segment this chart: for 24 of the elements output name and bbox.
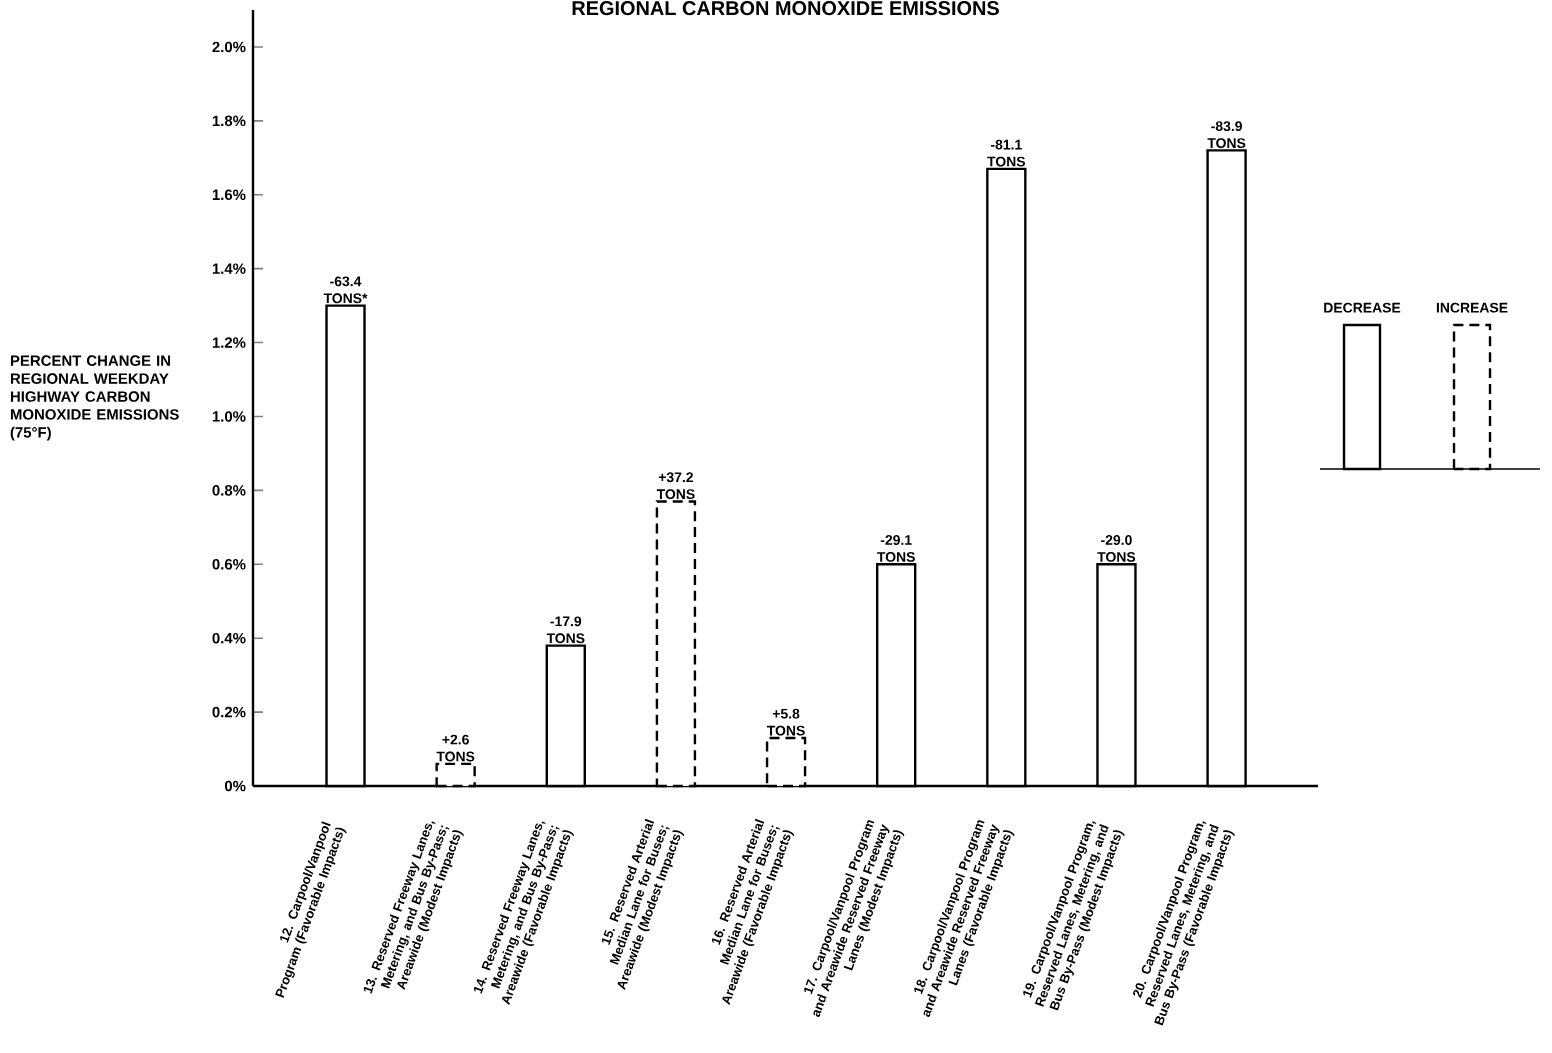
y-tick-label: 1.0% [212, 411, 246, 422]
annotation: -29.1 TONS [877, 535, 915, 562]
chart-title: REGIONAL CARBON MONOXIDE EMISSIONS [572, 1, 999, 16]
y-tick-label: 1.2% [212, 337, 246, 348]
y-tick-label: 1.8% [212, 115, 246, 127]
y-tick-label: 0.4% [212, 632, 246, 644]
annotation: -29.0 TONS [1097, 535, 1136, 562]
text: INCREASE [1436, 302, 1508, 313]
y-tick-label: 0.6% [212, 558, 246, 570]
y-tick-label: 0.2% [212, 706, 246, 718]
annotation: +2.6 TONS [436, 734, 475, 762]
annotation: -81.1 TONS [987, 139, 1026, 167]
annotation: -17.9 TONS [546, 616, 585, 644]
y-tick-label: 1.6% [212, 189, 246, 201]
y-axis-title: PERCENT CHANGE IN REGIONAL WEEKDAY HIGHWAY CARBON MONOXIDE EMISSIONS (75°F) [10, 355, 179, 441]
text: DECREASE [1324, 302, 1401, 313]
annotation: -83.9 TONS [1207, 121, 1246, 148]
annotation: -63.4 TONS* [323, 276, 368, 304]
y-tick-label: 2.0% [212, 41, 246, 53]
y-tick-label: 0% [224, 780, 246, 792]
annotation: +37.2 TONS [656, 472, 695, 500]
y-tick-label: 1.4% [212, 263, 246, 274]
annotation: +5.8 TONS [766, 708, 805, 736]
y-tick-label: 0.8% [212, 485, 246, 496]
